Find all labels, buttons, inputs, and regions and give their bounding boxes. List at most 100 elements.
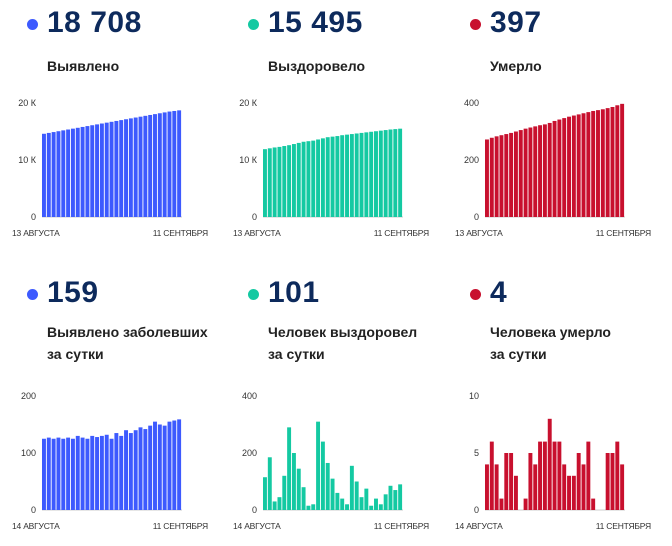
bar [282, 146, 287, 217]
bar [272, 501, 277, 510]
bar [80, 437, 85, 510]
bar [143, 115, 148, 217]
bar [615, 441, 620, 510]
y-tick-label: 0 [252, 212, 257, 222]
bar [325, 462, 330, 510]
bar [345, 504, 349, 510]
bar [369, 505, 374, 510]
bar [557, 441, 562, 510]
bar [562, 118, 567, 217]
y-tick-label: 400 [242, 391, 257, 401]
bar [567, 116, 571, 217]
bar [533, 126, 538, 217]
bar [99, 435, 104, 510]
panel-daily-deaths: 4 Человека умерло за сутки 0 5 10 14 АВГУСТ… [443, 273, 663, 543]
big-number: 397 [490, 6, 542, 39]
bar [485, 139, 489, 217]
bar [354, 133, 359, 217]
bar [552, 120, 557, 217]
y-tick-label: 200 [242, 448, 257, 458]
bar [528, 453, 533, 510]
y-tick-label: 0 [252, 505, 257, 515]
x-label-end: 11 СЕНТЯБРЯ [596, 228, 651, 238]
bar [393, 490, 398, 510]
big-number: 4 [490, 276, 508, 309]
bar [610, 453, 615, 510]
bar [114, 433, 119, 510]
big-number: 18 708 [47, 6, 142, 39]
bar [133, 430, 138, 510]
bar [571, 475, 576, 510]
bar [586, 112, 591, 217]
bar [153, 421, 157, 510]
bar [301, 141, 306, 217]
bar [620, 103, 625, 217]
bar [124, 430, 128, 510]
series-dot [470, 19, 481, 30]
bar [267, 148, 272, 217]
bar [46, 437, 51, 510]
y-tick-label: 400 [464, 98, 479, 108]
bar [114, 120, 119, 217]
bar [388, 485, 393, 510]
bar [90, 125, 95, 217]
chart-daily-cases: 0 100 200 14 АВГУСТА 11 СЕНТЯБРЯ [12, 391, 208, 531]
y-tick-label: 0 [474, 505, 479, 515]
x-label-start: 14 АВГУСТА [12, 521, 60, 531]
x-label-start: 14 АВГУСТА [455, 521, 503, 531]
big-number: 15 495 [268, 6, 363, 39]
panel-total-deaths: 397 Умерло 0 200 400 13 АВГУСТА 11 СЕНТЯБРЯ [443, 0, 663, 270]
bar [513, 475, 518, 510]
panel-label-line-1: Выявлено [47, 58, 120, 74]
big-number: 159 [47, 276, 99, 309]
bar [277, 497, 282, 510]
bar [61, 130, 66, 217]
panel-daily-recovered: 101 Человек выздоровел за сутки 0 200 400 1… [221, 273, 441, 543]
panel-label-line-1: Человек выздоровел [268, 324, 418, 340]
bar [369, 131, 374, 217]
bar [359, 132, 364, 217]
bar [610, 106, 615, 217]
bar [119, 435, 124, 510]
bar [124, 119, 128, 217]
bar [591, 110, 596, 217]
bar [104, 122, 109, 217]
bar [533, 464, 538, 510]
bar [42, 133, 46, 217]
bar [378, 130, 383, 217]
bar [374, 498, 378, 510]
bar [320, 441, 325, 510]
bar [499, 135, 504, 217]
bar [489, 441, 494, 510]
bar [75, 435, 80, 510]
bar [620, 464, 625, 510]
series-dot [470, 289, 481, 300]
bar [306, 141, 311, 217]
bar [340, 135, 345, 217]
bar [85, 126, 90, 217]
bar [263, 149, 267, 217]
y-tick-label: 10 [469, 391, 479, 401]
bar [162, 112, 167, 217]
y-tick-label: 0 [31, 212, 36, 222]
bar [364, 488, 369, 511]
bar [340, 498, 345, 510]
bar [51, 438, 56, 510]
bar [167, 111, 172, 217]
bar [119, 120, 124, 217]
bar [162, 425, 167, 510]
x-label-start: 13 АВГУСТА [12, 228, 60, 238]
bar [383, 494, 388, 510]
bar [378, 504, 383, 510]
y-tick-label: 10 К [18, 155, 37, 165]
bar [90, 435, 95, 510]
x-label-start: 13 АВГУСТА [455, 228, 503, 238]
bar [66, 437, 71, 510]
panel-label-line-1: Человека умерло [490, 324, 611, 340]
bar [383, 130, 388, 217]
big-number: 101 [268, 276, 320, 309]
bar [128, 433, 133, 510]
panel-label-line-1: Выздоровело [268, 58, 366, 74]
bar [538, 125, 543, 217]
bar [172, 110, 177, 217]
